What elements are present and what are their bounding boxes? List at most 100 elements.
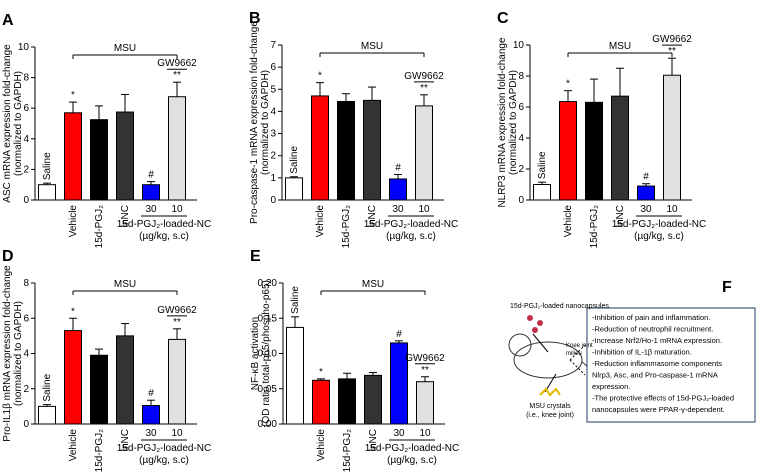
mouse-body (513, 341, 583, 379)
y-tick-label: 4 (518, 133, 524, 144)
dashed-line (569, 359, 586, 376)
bar (38, 405, 56, 425)
nanocapsule (532, 327, 538, 333)
x-tick-label: 30 (145, 204, 157, 215)
x-tick-label: 15d-PGJ₂ (94, 205, 105, 248)
bar (90, 119, 108, 201)
x-tick-label: 15d-PGJ₂ (342, 429, 353, 472)
bar (116, 111, 134, 201)
panel-letter: B (249, 10, 261, 27)
y-axis-label: NF-κB activation (250, 317, 261, 390)
mouse-head (508, 333, 532, 357)
bar (364, 374, 382, 425)
y-tick-label: 7 (270, 40, 276, 51)
significance-label: ** (173, 317, 181, 328)
group-label: 15d-PGJ₂-loaded-NC (612, 219, 706, 230)
significance-label: * (71, 90, 75, 101)
y-tick-label: 0.00 (258, 419, 278, 430)
dashed-line (569, 344, 586, 361)
bar (64, 330, 82, 425)
msu-label: MSU (361, 41, 383, 52)
y-tick-label: 6 (270, 62, 276, 73)
bar (389, 178, 407, 201)
x-tick-label: Saline (290, 286, 301, 314)
panel-letter: A (2, 12, 14, 29)
x-tick-label: Vehicle (68, 429, 79, 462)
y-axis-label: (normalized to GAPDH) (13, 71, 24, 176)
bar (38, 184, 56, 201)
y-tick-label: 0 (518, 195, 524, 206)
significance-label: * (71, 306, 75, 317)
antagonist-label: GW9662 (652, 34, 692, 45)
y-axis-label: ASC mRNA expression fold-change (2, 44, 13, 203)
effect-line: -Reduction inflammasome components (592, 359, 722, 368)
bar (285, 177, 303, 201)
significance-label: # (148, 170, 154, 181)
bar (116, 335, 134, 425)
significance-label: ** (173, 70, 181, 81)
group-label: 15d-PGJ₂-loaded-NC (117, 443, 211, 454)
effect-line: -The protective effects of 15d-PGJ₂-load… (592, 394, 734, 403)
x-tick-label: Saline (537, 151, 548, 179)
y-tick-label: 8 (518, 71, 524, 82)
significance-label: * (319, 367, 323, 378)
significance-label: # (396, 329, 402, 340)
msu-label: MSU (114, 43, 136, 54)
significance-label: ** (668, 46, 676, 57)
group-label: 15d-PGJ₂-loaded-NC (365, 443, 459, 454)
significance-label: # (148, 388, 154, 399)
antagonist-label: GW9662 (405, 353, 445, 364)
y-axis-label: (normalized to GAPDH) (508, 70, 519, 175)
x-tick-label: lnNC (367, 205, 378, 227)
y-tick-label: 0 (23, 419, 29, 430)
panel-letter: F (722, 279, 732, 296)
bar (168, 338, 186, 425)
x-tick-label: Vehicle (563, 205, 574, 238)
antagonist-label: GW9662 (157, 305, 197, 316)
significance-label: * (566, 79, 570, 90)
significance-label: ** (420, 83, 428, 94)
y-tick-label: 2 (270, 151, 276, 162)
bar (663, 74, 681, 201)
x-tick-label: 15d-PGJ₂ (589, 205, 600, 248)
dose-unit: (µg/kg, s.c) (139, 231, 189, 242)
nanocapsule (537, 320, 543, 326)
x-tick-label: Saline (289, 146, 300, 174)
y-tick-label: 3 (270, 129, 276, 140)
x-tick-label: Vehicle (68, 205, 79, 238)
x-tick-label: 15d-PGJ₂ (341, 205, 352, 248)
site-label: milieu (566, 351, 582, 357)
x-tick-label: lnNC (615, 205, 626, 227)
msu-label: MSU (362, 279, 384, 290)
x-tick-label: 10 (419, 428, 431, 439)
x-tick-label: 30 (640, 204, 652, 215)
x-tick-label: 10 (666, 204, 678, 215)
y-tick-label: 2 (518, 164, 524, 175)
nanocapsule-label: 15d-PGJ₂-loaded nanocapsules (510, 303, 609, 310)
bar (337, 100, 355, 201)
x-tick-label: lnNC (368, 429, 379, 451)
y-axis-label: (normalized to GAPDH) (260, 70, 271, 175)
y-tick-label: 4 (23, 134, 29, 145)
y-tick-label: 4 (23, 349, 29, 360)
significance-label: # (643, 172, 649, 183)
arrow (532, 333, 549, 353)
x-tick-label: Saline (42, 152, 53, 180)
x-tick-label: 10 (418, 204, 430, 215)
x-tick-label: 30 (145, 428, 157, 439)
effect-line: -Increase Nrf2/Ho-1 mRNA expression. (592, 336, 722, 345)
bar (611, 95, 629, 201)
panel-letter: E (250, 248, 261, 265)
x-tick-label: 15d-PGJ₂ (94, 429, 105, 472)
dose-unit: (µg/kg, s.c) (387, 455, 437, 466)
crystal-icon (539, 387, 561, 397)
bar (416, 381, 434, 425)
bar (64, 112, 82, 201)
x-tick-label: 30 (393, 428, 405, 439)
dose-unit: (µg/kg, s.c) (634, 231, 684, 242)
y-tick-label: 4 (270, 106, 276, 117)
msu-label: MSU (609, 41, 631, 52)
effect-line: -Reduction of neutrophil recruitment. (592, 325, 713, 334)
nanocapsule (527, 315, 533, 321)
